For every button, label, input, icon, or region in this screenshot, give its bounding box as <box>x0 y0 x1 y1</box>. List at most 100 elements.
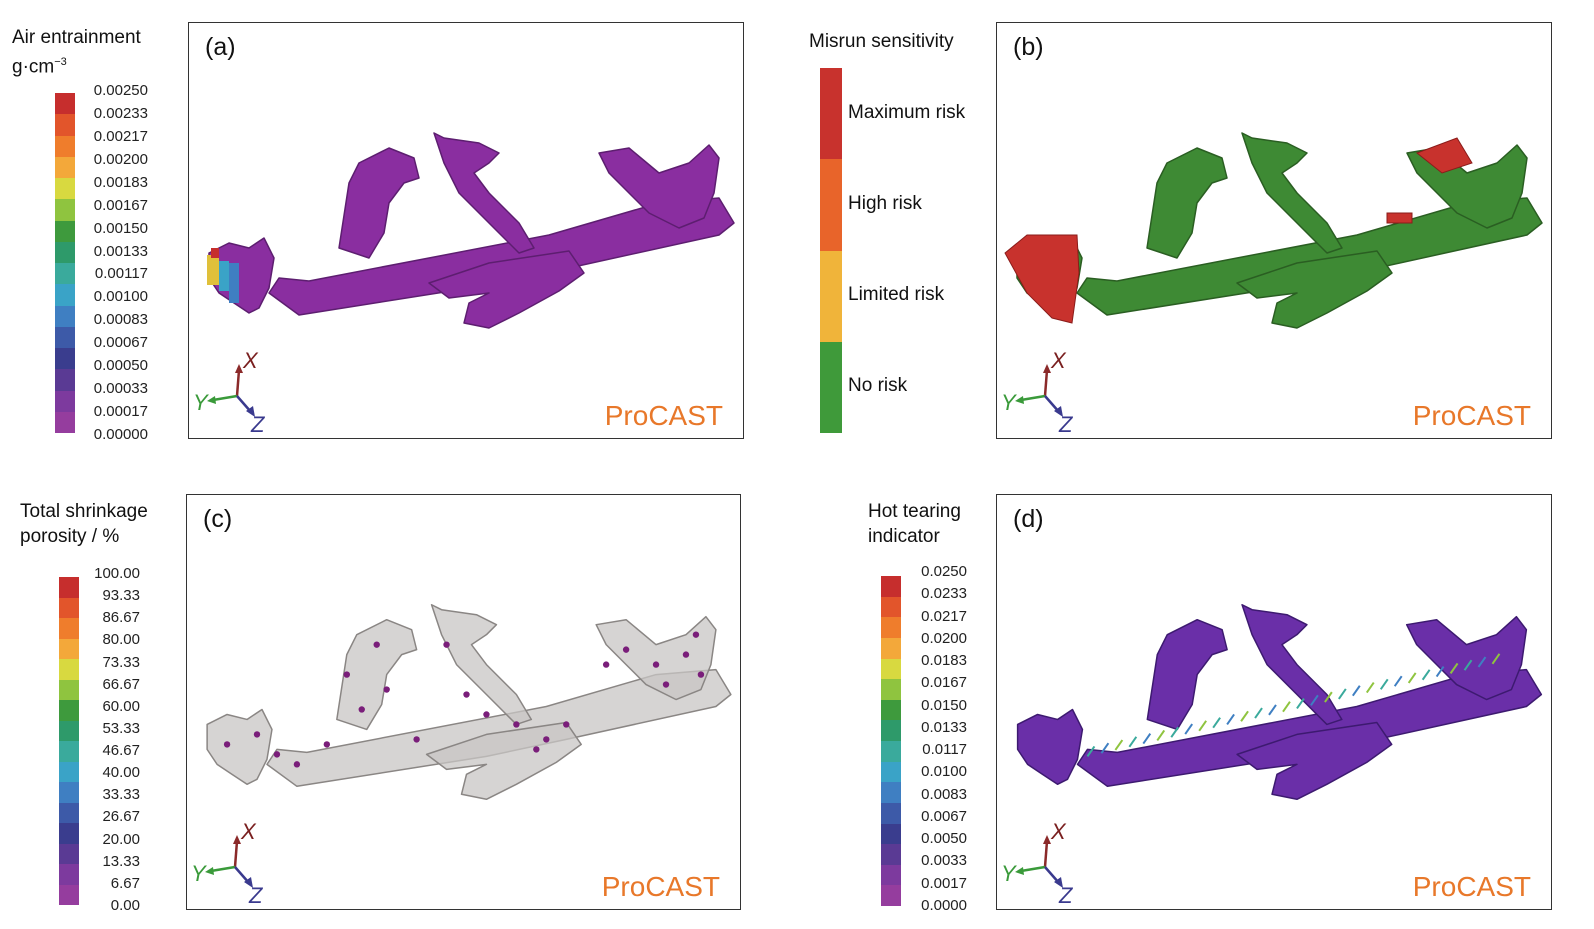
colorbar-segment <box>59 741 79 762</box>
pore-mark <box>383 686 390 693</box>
procast-brand-c: ProCAST <box>601 871 720 902</box>
tear-stripe <box>1421 669 1431 681</box>
colorbar-segment <box>59 782 79 803</box>
risk-segment <box>820 159 842 251</box>
tick-label: 6.67 <box>110 874 140 892</box>
tear-stripe <box>1296 697 1305 710</box>
colorbar-segment <box>59 618 79 639</box>
tear-stripe <box>1463 659 1473 671</box>
tear-stripe <box>1254 707 1263 719</box>
colorbar-segment <box>59 864 79 885</box>
tick-label: 0.00000 <box>93 426 148 443</box>
y-axis-arrow <box>1020 394 1046 402</box>
tear-stripe <box>1393 675 1403 687</box>
tick-label: 0.0233 <box>921 585 967 603</box>
panel-label-c: (c) <box>203 505 233 533</box>
z-axis-label: Z <box>248 883 264 905</box>
procast-brand-a: ProCAST <box>604 400 723 431</box>
tick-label: 0.00217 <box>93 127 148 145</box>
tear-stripe <box>1114 739 1124 751</box>
tear-stripe <box>1184 723 1194 735</box>
risk-level-label: Limited risk <box>848 284 945 306</box>
axis-triad-a: X Y Z <box>193 348 273 437</box>
tick-label: 0.0117 <box>922 741 967 759</box>
tick-label: 0.00033 <box>93 380 148 398</box>
tick-label: 0.0000 <box>921 897 967 914</box>
panel-a: (a) X Y Z ProCAST <box>188 22 744 439</box>
tick-label: 0.00100 <box>93 288 148 306</box>
tear-stripe <box>1156 729 1166 741</box>
colorbar-segment <box>881 823 901 845</box>
colorbar-segment <box>59 659 79 680</box>
legend-title-b: Misrun sensitivity <box>809 31 954 52</box>
tear-stripe <box>1086 745 1096 757</box>
pores-c <box>223 631 705 768</box>
x-axis-label: X <box>1050 348 1067 373</box>
x-axis-arrow <box>233 840 239 868</box>
x-axis-label: X <box>1050 819 1067 844</box>
tick-label: 0.00183 <box>93 173 148 191</box>
tick-label: 0.0067 <box>921 807 967 825</box>
colorbar-segment <box>881 617 901 638</box>
z-axis-label: Z <box>250 412 266 434</box>
tick-label: 0.00017 <box>93 403 148 421</box>
panel-c: (c) X Y Z ProCAST <box>186 494 741 910</box>
colorbar-d <box>881 576 901 906</box>
tear-stripe <box>1310 694 1319 706</box>
legend-title-c: Total shrinkage porosity / % <box>20 499 148 549</box>
colorbar-c <box>59 577 79 905</box>
tear-stripe <box>1351 685 1361 697</box>
colorbar-segment <box>55 411 75 433</box>
pore-mark <box>273 751 281 758</box>
tear-stripe <box>1142 733 1152 745</box>
tick-label: 0.00133 <box>93 242 148 260</box>
casting-model-a <box>207 132 735 329</box>
tick-label: 0.0050 <box>921 830 967 848</box>
z-axis-label: Z <box>1058 412 1074 434</box>
tick-label: 0.0217 <box>921 607 967 625</box>
tick-label: 0.0250 <box>921 563 967 580</box>
tear-stripe <box>1324 691 1333 703</box>
tick-label: 0.00167 <box>93 196 148 214</box>
colorbar-segment <box>55 369 75 391</box>
colorbar-segment <box>881 679 901 700</box>
colorbar-segment <box>881 699 901 721</box>
colorbar-segment <box>55 326 75 348</box>
colorbar-segment <box>59 843 79 864</box>
tick-label: 73.33 <box>102 653 140 671</box>
colorbar-segment <box>55 348 75 370</box>
legend-title-d: Hot tearing indicator <box>868 499 961 549</box>
risk-colorbar-b <box>820 68 842 433</box>
pore-mark <box>697 671 705 678</box>
x-axis-label: X <box>242 348 259 373</box>
panel-d: (d) X Y Z ProCAST <box>996 494 1552 910</box>
y-axis-label: Y <box>191 861 207 886</box>
pore-mark <box>602 661 610 668</box>
y-axis-label: Y <box>193 390 209 415</box>
casting-model-c <box>206 603 732 801</box>
colorbar-segment <box>881 864 901 886</box>
legend-title-c-line1: Total shrinkage <box>20 501 148 522</box>
tick-label: 86.67 <box>102 609 140 627</box>
tear-stripe <box>1338 688 1347 700</box>
colorbar-segment <box>59 802 79 823</box>
colorbar-segment <box>881 576 901 597</box>
tick-label: 33.33 <box>102 786 140 804</box>
tick-labels-c: 100.00 93.33 86.67 80.00 73.33 66.67 60.00 53.3… <box>82 566 140 914</box>
colorbar-segment <box>881 637 901 659</box>
colorbar-segment <box>881 761 901 783</box>
tear-stripe <box>1407 672 1417 684</box>
pore-mark <box>543 736 550 743</box>
tick-label: 0.00250 <box>93 82 148 99</box>
legend-title-c-line2: porosity / % <box>20 526 120 547</box>
pore-mark <box>513 721 520 728</box>
colorbar-segment <box>881 885 901 906</box>
tick-label: 46.67 <box>102 742 140 760</box>
colorbar-segment <box>59 638 79 659</box>
colorbar-segment <box>59 884 79 905</box>
tick-labels-d: 0.0250 0.0233 0.0217 0.0200 0.0183 0.0167 0.01… <box>905 564 967 914</box>
tick-label: 0.00150 <box>93 219 148 237</box>
tick-label: 0.00 <box>110 897 140 914</box>
colorbar-segment <box>59 700 79 721</box>
tick-label: 60.00 <box>102 697 140 715</box>
